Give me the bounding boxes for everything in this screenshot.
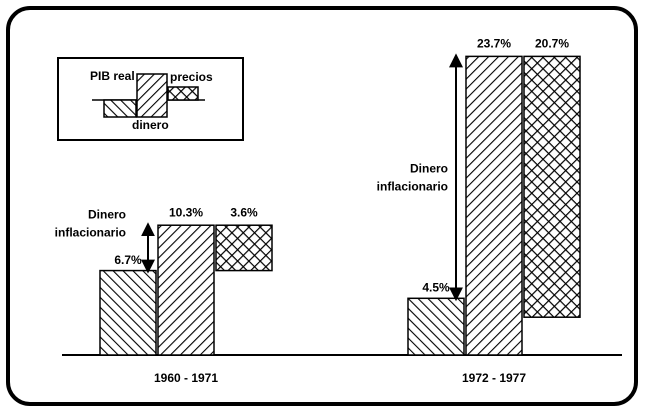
legend-label: dinero — [132, 118, 169, 132]
legend-label: PIB real — [90, 69, 135, 83]
value-label: 10.3% — [169, 205, 203, 219]
value-label: 20.7% — [535, 37, 569, 51]
annotation: inflacionario — [377, 180, 448, 194]
legend-label: precios — [170, 70, 213, 84]
legend-swatch — [167, 86, 199, 101]
annotation: Dinero — [88, 207, 126, 221]
annotation: inflacionario — [55, 225, 126, 239]
value-label: 23.7% — [477, 37, 511, 51]
bar — [215, 224, 273, 272]
value-label: 3.6% — [230, 205, 258, 219]
annotation: Dinero — [410, 162, 448, 176]
legend-swatch — [103, 99, 137, 118]
bar — [523, 55, 581, 318]
bar — [99, 269, 157, 356]
bar — [465, 55, 523, 356]
x-tick-label: 1972 - 1977 — [462, 371, 526, 385]
value-label: 6.7% — [114, 253, 142, 267]
x-tick-label: 1960 - 1971 — [154, 371, 218, 385]
legend-swatch — [136, 73, 168, 118]
value-label: 4.5% — [422, 280, 450, 294]
legend: PIB real dinero precios — [57, 57, 244, 141]
bar — [407, 297, 465, 356]
bar — [157, 224, 215, 356]
